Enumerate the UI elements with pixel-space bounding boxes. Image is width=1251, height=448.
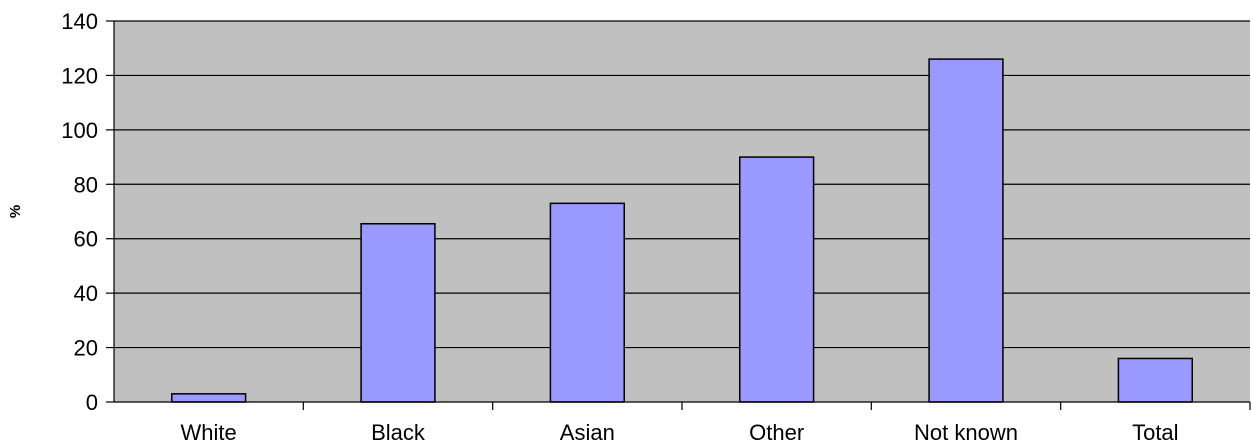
y-tick-label: 120 [61, 63, 98, 88]
gridlines [114, 20, 1250, 349]
x-tick-label: Black [371, 420, 426, 445]
y-tick-label: 0 [86, 390, 98, 415]
bar-total [1117, 357, 1194, 403]
x-tick-label: Asian [560, 420, 615, 445]
bar-other [738, 156, 815, 403]
x-tick-label: Other [749, 420, 804, 445]
x-tick-labels: White Black Asian Other Not known Total [181, 420, 1179, 445]
bar-not-known [928, 58, 1004, 403]
bar-white [170, 393, 247, 403]
y-tick-label: 20 [74, 336, 98, 361]
y-tick-label: 80 [74, 172, 98, 197]
axes [106, 20, 1251, 410]
bars [170, 58, 1194, 403]
y-axis-label: % [7, 205, 24, 218]
bar-asian [549, 202, 626, 403]
plot-area [114, 21, 1250, 402]
x-tick-label: White [181, 420, 237, 445]
x-tick-label: Not known [914, 420, 1018, 445]
y-tick-label: 100 [61, 118, 98, 143]
y-tick-label: 60 [74, 227, 98, 252]
y-tick-label: 140 [61, 9, 98, 34]
y-tick-labels: 0 20 40 60 80 100 120 140 [61, 9, 98, 415]
y-tick-label: 40 [74, 281, 98, 306]
x-tick-label: Total [1132, 420, 1178, 445]
bar-black [360, 222, 436, 403]
